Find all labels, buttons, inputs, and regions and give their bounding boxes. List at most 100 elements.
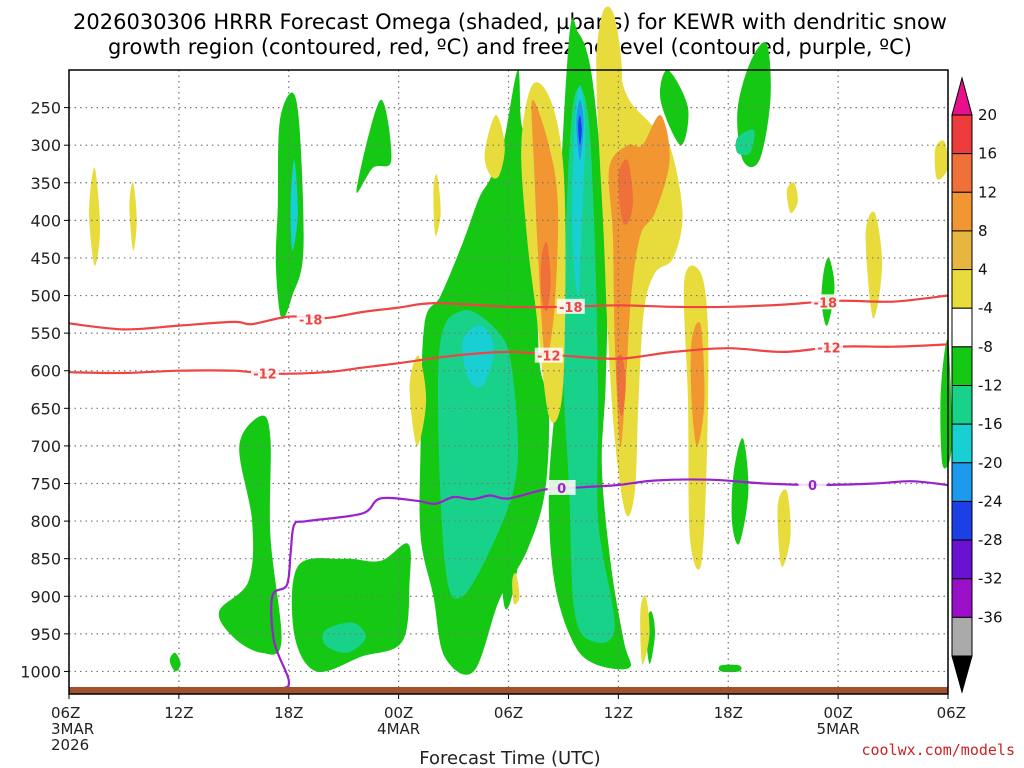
- contour-line-2: [242, 478, 949, 692]
- omega-region-22: [578, 115, 582, 146]
- contour-label-1-2: -12: [817, 341, 841, 356]
- contour-label-0-2: -18: [814, 296, 838, 311]
- y-tick-label-750: 750: [30, 474, 61, 493]
- x-tick-label-5-0: 12Z: [604, 704, 633, 722]
- colorbar-bin-8: [951, 385, 973, 425]
- omega-region-1: [356, 99, 392, 193]
- x-tick-label-1-0: 12Z: [164, 704, 193, 722]
- omega-region-2: [218, 415, 282, 655]
- x-tick-label-6-0: 18Z: [714, 704, 743, 722]
- omega-region-41: [618, 159, 634, 225]
- y-tick-label-400: 400: [30, 211, 61, 230]
- colorbar-bin-6: [951, 307, 973, 348]
- y-tick-label-850: 850: [30, 550, 61, 569]
- contour-label-bg-1-1: [534, 347, 563, 363]
- omega-region-16: [322, 622, 366, 653]
- y-tick-label-350: 350: [30, 174, 61, 193]
- contour-label-bg-2-1: [798, 476, 827, 492]
- omega-region-38: [531, 99, 559, 358]
- y-tick-label-700: 700: [30, 437, 61, 456]
- colorbar-label-0: 20: [978, 106, 997, 124]
- omega-region-29: [89, 167, 101, 266]
- x-tick-label-8-0: 06Z: [937, 704, 966, 722]
- contour-label-bg-0-2: [811, 294, 840, 310]
- omega-region-36: [640, 595, 650, 665]
- y-tick-label-800: 800: [30, 512, 61, 531]
- omega-region-33: [934, 140, 949, 180]
- colorbar-bottom-arrow: [951, 655, 973, 694]
- omega-region-20: [290, 160, 298, 251]
- temperature-contours: -18 -18 -18 -12 -12 -12 0 0: [68, 294, 949, 692]
- contour-line-0: [68, 294, 949, 331]
- contour-label-2-0: 0: [557, 482, 566, 497]
- colorbar-bin-7: [951, 346, 973, 387]
- colorbar-label-3: 8: [978, 222, 988, 240]
- x-axis-title: Forecast Time (UTC): [419, 748, 600, 768]
- omega-region-14: [437, 310, 519, 599]
- colorbar-bin-14: [951, 616, 973, 657]
- colorbar-top-arrow: [951, 76, 973, 116]
- credit-text[interactable]: coolwx.com/models: [861, 741, 1015, 759]
- colorbar-bin-11: [951, 500, 973, 541]
- pressure-axis: 250 300 350 400 450 500 550 600 650 700 750 800 850 9…: [20, 99, 69, 681]
- omega-region-32: [865, 211, 883, 319]
- colorbar-bin-2: [951, 153, 973, 193]
- omega-region-9: [731, 438, 749, 545]
- x-tick-label-4-0: 06Z: [494, 704, 523, 722]
- omega-region-28: [409, 355, 427, 447]
- contour-label-bg-2-0: [547, 480, 576, 496]
- y-tick-label-250: 250: [30, 99, 61, 118]
- colorbar-label-1: 16: [978, 145, 997, 163]
- contour-label-bg-1-2: [814, 339, 843, 355]
- omega-region-0: [275, 92, 304, 320]
- colorbar-label-6: -8: [978, 338, 993, 356]
- omega-region-3: [291, 543, 411, 673]
- contour-label-bg-0-0: [296, 311, 325, 327]
- colorbar-bin-9: [951, 423, 973, 464]
- x-tick-label-3-0: 00Z: [384, 704, 413, 722]
- colorbar-label-7: -12: [978, 377, 1003, 395]
- x-tick-label-7-0: 00Z: [823, 704, 852, 722]
- omega-region-40: [690, 321, 705, 446]
- contour-label-0-0: -18: [299, 314, 323, 329]
- x-tick-label-0-2: 2026: [51, 736, 89, 754]
- colorbar-label-9: -20: [978, 454, 1003, 472]
- colorbar-label-5: -4: [978, 299, 993, 317]
- x-tick-label-3-1: 4MAR: [377, 720, 420, 738]
- y-tick-label-650: 650: [30, 399, 61, 418]
- omega-region-17: [735, 129, 755, 156]
- omega-region-18: [462, 325, 494, 388]
- omega-region-34: [777, 489, 791, 567]
- colorbar-label-2: 12: [978, 183, 997, 201]
- omega-region-31: [433, 174, 441, 236]
- colorbar-bin-10: [951, 462, 973, 502]
- omega-region-12: [169, 652, 181, 672]
- colorbar-label-10: -24: [978, 492, 1003, 510]
- colorbar-label-11: -28: [978, 531, 1003, 549]
- colorbar-bin-4: [951, 230, 973, 271]
- contour-label-2-1: 0: [808, 479, 817, 494]
- x-tick-label-7-1: 5MAR: [817, 720, 860, 738]
- colorbar-bin-1: [951, 114, 973, 155]
- omega-region-25: [596, 6, 623, 110]
- colorbar-label-8: -16: [978, 415, 1003, 433]
- colorbar-bin-3: [951, 191, 973, 232]
- omega-region-37: [786, 182, 798, 214]
- x-tick-label-2-0: 18Z: [274, 704, 303, 722]
- omega-colorbar: 20 16 12 8 4 -4 -8 -12 -16 -20 -24 -28 -32 -36: [951, 76, 1003, 694]
- contour-label-bg-0-1: [556, 298, 585, 314]
- contour-line-1: [68, 343, 949, 375]
- y-tick-label-550: 550: [30, 324, 61, 343]
- colorbar-bin-12: [951, 539, 973, 580]
- chart-title-line-1: 2026030306 HRRR Forecast Omega (shaded, …: [73, 10, 947, 34]
- chart-title-line-2: growth region (contoured, red, ºC) and f…: [108, 35, 912, 59]
- omega-region-11: [821, 257, 835, 326]
- y-tick-label-900: 900: [30, 587, 61, 606]
- colorbar-label-4: 4: [978, 261, 988, 279]
- y-tick-label-450: 450: [30, 249, 61, 268]
- x-tick-label-0-1: 3MAR: [51, 720, 94, 738]
- y-tick-label-600: 600: [30, 362, 61, 381]
- omega-region-43: [540, 242, 551, 312]
